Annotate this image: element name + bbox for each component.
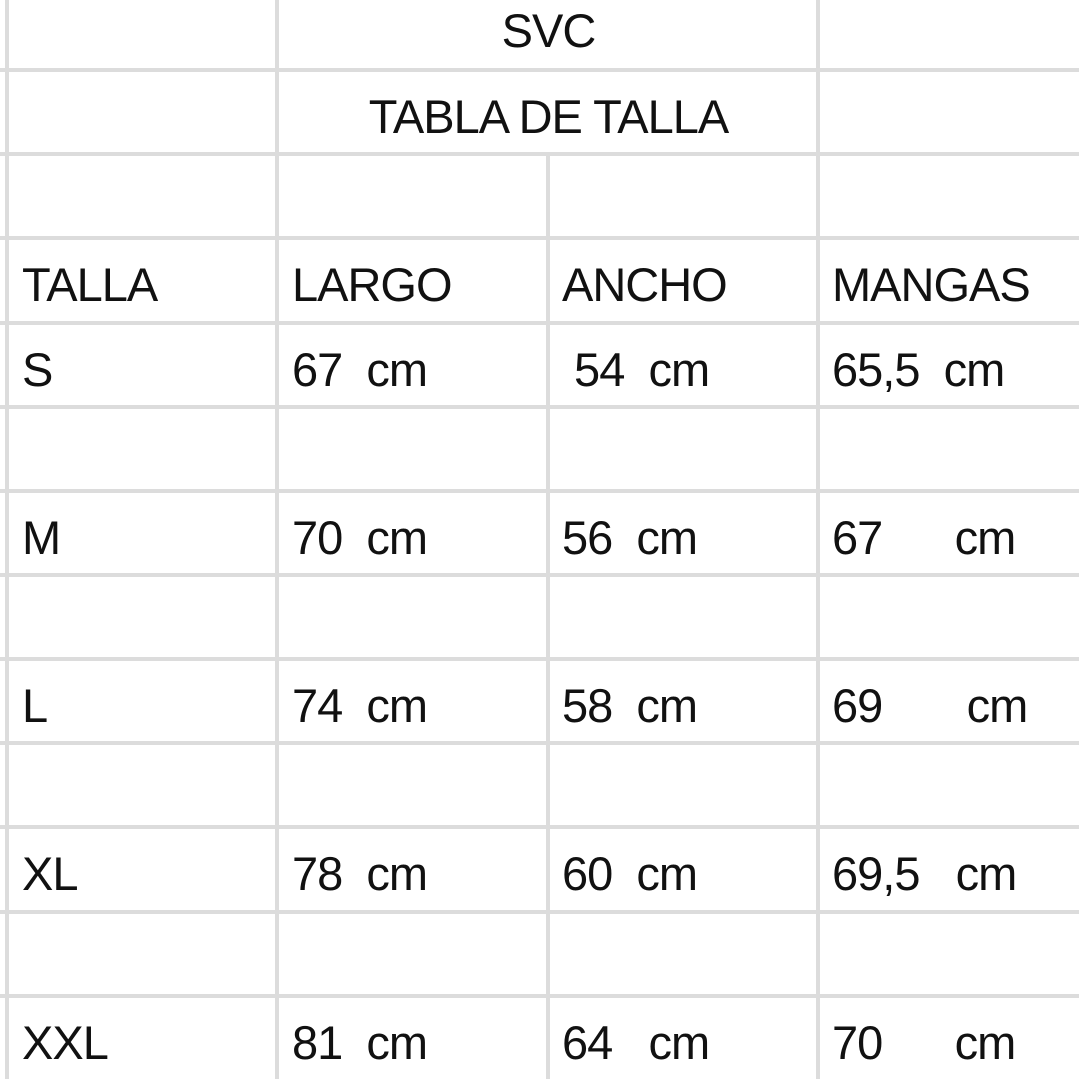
grid-row-line [0,994,1079,998]
grid-col-line [546,154,550,1079]
header-cell[interactable]: TALLA [22,258,158,311]
data-cell-mangas[interactable]: 65,5 cm [832,343,1005,396]
data-cell-talla[interactable]: L [22,679,48,732]
grid-row-line [0,489,1079,493]
grid-col-line [5,0,9,1079]
grid-col-line [816,0,820,1079]
data-cell-talla[interactable]: XL [22,847,78,900]
data-cell-mangas[interactable]: 70 cm [832,1016,1016,1069]
data-cell-largo[interactable]: 67 cm [292,343,428,396]
data-cell-ancho[interactable]: 64 cm [562,1016,710,1069]
header-cell[interactable]: LARGO [292,258,453,311]
grid-row-line [0,321,1079,325]
grid-row-line [0,236,1079,240]
data-cell-talla[interactable]: S [22,343,53,396]
sheet-subtitle-cell[interactable]: TABLA DE TALLA [368,90,730,143]
data-cell-ancho[interactable]: 54 cm [562,343,710,396]
data-cell-mangas[interactable]: 69 cm [832,679,1028,732]
header-cell[interactable]: ANCHO [562,258,728,311]
grid-row-line [0,741,1079,745]
data-cell-largo[interactable]: 78 cm [292,847,428,900]
data-cell-mangas[interactable]: 69,5 cm [832,847,1017,900]
data-cell-mangas[interactable]: 67 cm [832,511,1016,564]
grid-row-line [0,657,1079,661]
data-cell-largo[interactable]: 81 cm [292,1016,428,1069]
header-cell[interactable]: MANGAS [832,258,1031,311]
grid-col-line [275,0,279,1079]
data-cell-ancho[interactable]: 58 cm [562,679,698,732]
data-cell-largo[interactable]: 70 cm [292,511,428,564]
data-cell-talla[interactable]: M [22,511,61,564]
grid-row-line [0,152,1079,156]
grid-row-line [0,910,1079,914]
data-cell-largo[interactable]: 74 cm [292,679,428,732]
grid-row-line [0,405,1079,409]
grid-row-line [0,68,1079,72]
data-cell-ancho[interactable]: 60 cm [562,847,698,900]
grid-row-line [0,573,1079,577]
data-cell-ancho[interactable]: 56 cm [562,511,698,564]
sheet-title-cell[interactable]: SVC [501,4,597,57]
grid-row-line [0,825,1079,829]
data-cell-talla[interactable]: XXL [22,1016,109,1069]
